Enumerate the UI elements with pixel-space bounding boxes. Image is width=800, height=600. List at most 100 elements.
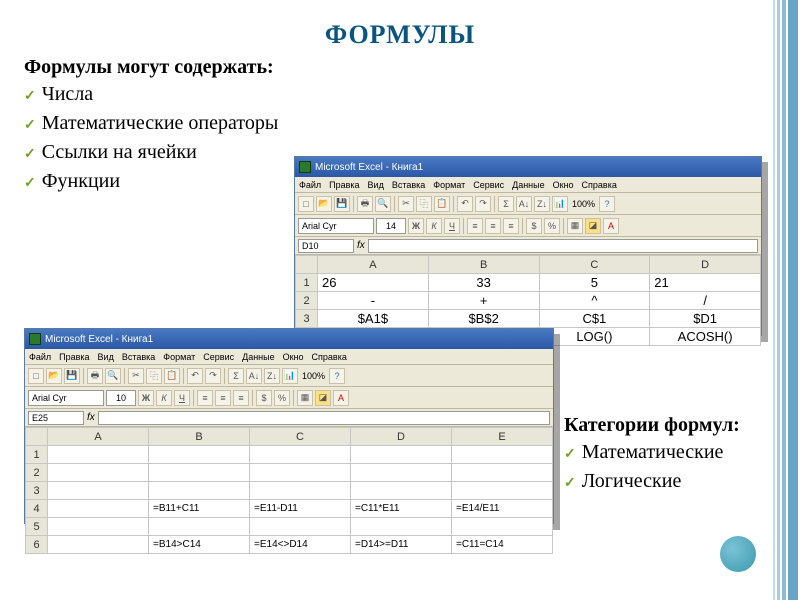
fx-icon[interactable]: fx <box>87 412 95 423</box>
cut-icon[interactable]: ✂ <box>128 368 144 384</box>
menu-item[interactable]: Вид <box>368 180 384 190</box>
row-header[interactable]: 3 <box>26 482 48 500</box>
chart-icon[interactable]: 📊 <box>282 368 298 384</box>
row-header[interactable]: 2 <box>296 292 318 310</box>
menu-item[interactable]: Данные <box>512 180 545 190</box>
cell[interactable]: LOG() <box>539 328 650 346</box>
row-header[interactable]: 1 <box>26 446 48 464</box>
cell[interactable] <box>250 464 351 482</box>
name-box[interactable]: D10 <box>298 239 354 253</box>
cell[interactable]: =C11*E11 <box>351 500 452 518</box>
menu-item[interactable]: Вид <box>98 352 114 362</box>
help-icon[interactable]: ? <box>329 368 345 384</box>
cell[interactable]: =B11+C11 <box>149 500 250 518</box>
cell[interactable] <box>48 482 149 500</box>
open-icon[interactable]: 📂 <box>46 368 62 384</box>
cell[interactable]: - <box>318 292 429 310</box>
menu-item[interactable]: Сервис <box>473 180 504 190</box>
menu-item[interactable]: Окно <box>283 352 304 362</box>
menu-item[interactable]: Правка <box>329 180 359 190</box>
cell[interactable] <box>351 518 452 536</box>
sort-asc-icon[interactable]: A↓ <box>246 368 262 384</box>
preview-icon[interactable]: 🔍 <box>375 196 391 212</box>
fontsize-combo[interactable]: 10 <box>106 390 136 406</box>
print-icon[interactable]: 🖶 <box>87 368 103 384</box>
align-left-icon[interactable]: ≡ <box>467 218 483 234</box>
formula-input[interactable] <box>368 239 758 253</box>
chart-icon[interactable]: 📊 <box>552 196 568 212</box>
sum-icon[interactable]: Σ <box>228 368 244 384</box>
menu-item[interactable]: Правка <box>59 352 89 362</box>
col-header[interactable]: C <box>250 428 351 446</box>
cell[interactable]: 33 <box>428 274 539 292</box>
align-center-icon[interactable]: ≡ <box>215 390 231 406</box>
bold-icon[interactable]: Ж <box>408 218 424 234</box>
font-color-icon[interactable]: A <box>333 390 349 406</box>
cell[interactable]: =E14/E11 <box>452 500 553 518</box>
col-header[interactable]: A <box>318 256 429 274</box>
fx-icon[interactable]: fx <box>357 240 365 251</box>
fill-color-icon[interactable]: ◪ <box>315 390 331 406</box>
new-icon[interactable]: □ <box>298 196 314 212</box>
menu-item[interactable]: Данные <box>242 352 275 362</box>
font-combo[interactable]: Arial Cyr <box>28 390 104 406</box>
align-left-icon[interactable]: ≡ <box>197 390 213 406</box>
sum-icon[interactable]: Σ <box>498 196 514 212</box>
cell[interactable]: C$1 <box>539 310 650 328</box>
align-right-icon[interactable]: ≡ <box>503 218 519 234</box>
underline-icon[interactable]: Ч <box>444 218 460 234</box>
underline-icon[interactable]: Ч <box>174 390 190 406</box>
paste-icon[interactable]: 📋 <box>434 196 450 212</box>
cell[interactable]: + <box>428 292 539 310</box>
cell[interactable] <box>48 446 149 464</box>
border-icon[interactable]: ▦ <box>567 218 583 234</box>
cell[interactable]: ACOSH() <box>650 328 761 346</box>
col-header[interactable]: D <box>650 256 761 274</box>
undo-icon[interactable]: ↶ <box>187 368 203 384</box>
row-header[interactable]: 1 <box>296 274 318 292</box>
col-header[interactable]: A <box>48 428 149 446</box>
formula-input[interactable] <box>98 411 550 425</box>
menu-item[interactable]: Файл <box>299 180 321 190</box>
cell[interactable] <box>48 518 149 536</box>
col-header[interactable]: B <box>428 256 539 274</box>
print-icon[interactable]: 🖶 <box>357 196 373 212</box>
copy-icon[interactable]: ⿻ <box>146 368 162 384</box>
cell[interactable] <box>250 518 351 536</box>
cell[interactable] <box>452 464 553 482</box>
percent-icon[interactable]: % <box>274 390 290 406</box>
fontsize-combo[interactable]: 14 <box>376 218 406 234</box>
cell[interactable] <box>149 518 250 536</box>
save-icon[interactable]: 💾 <box>64 368 80 384</box>
select-all-corner[interactable] <box>296 256 318 274</box>
col-header[interactable]: B <box>149 428 250 446</box>
help-icon[interactable]: ? <box>599 196 615 212</box>
cell[interactable] <box>452 482 553 500</box>
cell[interactable]: 5 <box>539 274 650 292</box>
open-icon[interactable]: 📂 <box>316 196 332 212</box>
row-header[interactable]: 2 <box>26 464 48 482</box>
save-icon[interactable]: 💾 <box>334 196 350 212</box>
col-header[interactable]: D <box>351 428 452 446</box>
cell[interactable]: $B$2 <box>428 310 539 328</box>
menu-item[interactable]: Сервис <box>203 352 234 362</box>
font-color-icon[interactable]: A <box>603 218 619 234</box>
redo-icon[interactable]: ↷ <box>475 196 491 212</box>
border-icon[interactable]: ▦ <box>297 390 313 406</box>
menu-item[interactable]: Вставка <box>122 352 155 362</box>
align-center-icon[interactable]: ≡ <box>485 218 501 234</box>
row-header[interactable]: 5 <box>26 518 48 536</box>
cell[interactable]: =E11-D11 <box>250 500 351 518</box>
bold-icon[interactable]: Ж <box>138 390 154 406</box>
fill-color-icon[interactable]: ◪ <box>585 218 601 234</box>
menu-item[interactable]: Формат <box>433 180 465 190</box>
undo-icon[interactable]: ↶ <box>457 196 473 212</box>
cell[interactable]: =E14<>D14 <box>250 536 351 554</box>
cell[interactable] <box>48 500 149 518</box>
new-icon[interactable]: □ <box>28 368 44 384</box>
menu-item[interactable]: Вставка <box>392 180 425 190</box>
cell[interactable] <box>351 446 452 464</box>
cell[interactable]: $A1$ <box>318 310 429 328</box>
percent-icon[interactable]: % <box>544 218 560 234</box>
cell[interactable]: 21 <box>650 274 761 292</box>
